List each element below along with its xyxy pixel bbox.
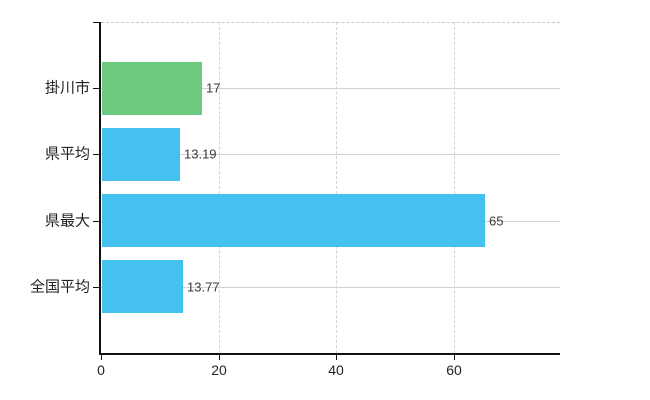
bar-0	[102, 62, 202, 115]
bar-value-label: 13.19	[184, 146, 217, 162]
y-axis-top-tick	[93, 22, 99, 23]
x-axis-tick	[336, 355, 337, 360]
h-gridline	[101, 154, 560, 155]
v-gridline	[454, 22, 455, 353]
y-axis-tick	[93, 287, 99, 288]
h-gridline	[101, 287, 560, 288]
bar-3	[102, 260, 183, 313]
bar-value-label: 17	[206, 80, 221, 96]
x-tick-label: 40	[328, 362, 344, 378]
y-axis-tick	[93, 154, 99, 155]
bar-value-label: 13.77	[187, 279, 220, 295]
x-tick-label: 0	[97, 362, 105, 378]
bar-value-label: 65	[489, 213, 504, 229]
v-gridline	[336, 22, 337, 353]
bar-2	[102, 194, 485, 247]
x-axis-tick	[101, 355, 102, 360]
bar-1	[102, 128, 180, 181]
h-gridline	[101, 88, 560, 89]
x-axis-tick	[219, 355, 220, 360]
x-axis-line	[99, 353, 560, 355]
v-gridline	[219, 22, 220, 353]
category-label: 掛川市	[44, 79, 90, 97]
category-label: 県最大	[44, 212, 90, 230]
category-label: 県平均	[44, 145, 90, 163]
x-tick-label: 20	[211, 362, 227, 378]
y-axis-line	[99, 22, 101, 355]
x-axis-tick	[454, 355, 455, 360]
y-axis-tick	[93, 88, 99, 89]
category-label: 全国平均	[29, 278, 90, 296]
x-tick-label: 60	[446, 362, 462, 378]
plot-top-border	[101, 22, 560, 23]
y-axis-tick	[93, 221, 99, 222]
